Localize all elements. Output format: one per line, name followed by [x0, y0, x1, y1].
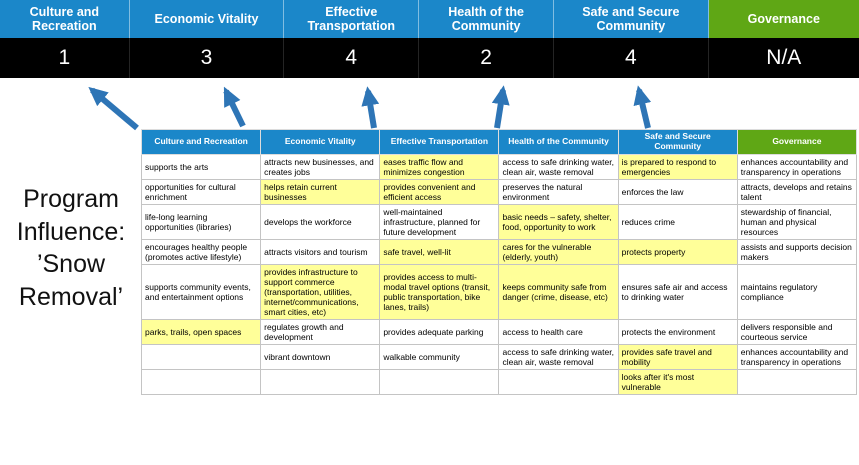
matrix-cell: attracts visitors and tourism — [260, 238, 381, 265]
matrix-cell-highlighted: looks after it's most vulnerable — [617, 368, 738, 395]
category-banner: Culture and Recreation Economic Vitality… — [0, 0, 859, 38]
banner-governance: Governance — [708, 0, 859, 38]
matrix-cell: access to safe drinking water, clean air… — [498, 343, 619, 370]
matrix-cell: supports the arts — [140, 153, 262, 180]
banner-health-of-the-community: Health of the Community — [419, 0, 555, 38]
matrix-cell: enhances accountability and transparency… — [736, 153, 858, 180]
matrix-row: encourages healthy people (promotes acti… — [140, 238, 858, 265]
matrix-cell-highlighted: cares for the vulnerable (elderly, youth… — [498, 238, 619, 265]
matrix-header-effective-transportation: Effective Transportation — [379, 129, 500, 155]
matrix-row: supports community events, and entertain… — [140, 263, 858, 320]
matrix-cell: ensures safe air and access to drinking … — [617, 263, 738, 320]
matrix-cell — [736, 368, 858, 395]
score-effective-transportation: 4 — [284, 38, 420, 78]
matrix-cell-highlighted: parks, trails, open spaces — [140, 318, 262, 345]
matrix-cell: delivers responsible and courteous servi… — [736, 318, 858, 345]
matrix-cell — [498, 368, 619, 395]
matrix-cell-highlighted: provides safe travel and mobility — [617, 343, 738, 370]
score-economic-vitality: 3 — [130, 38, 285, 78]
matrix-row: parks, trails, open spaces regulates grow… — [140, 318, 858, 345]
matrix-cell: provides adequate parking — [379, 318, 500, 345]
matrix-header-governance: Governance — [736, 129, 858, 155]
influence-matrix-table: Culture and Recreation Economic Vitality E… — [140, 129, 858, 395]
matrix-cell: vibrant downtown — [260, 343, 381, 370]
matrix-cell: regulates growth and development — [260, 318, 381, 345]
score-safe-and-secure-community: 4 — [554, 38, 709, 78]
matrix-cell: life-long learning opportunities (librar… — [140, 203, 262, 240]
up-arrow-transportation — [361, 86, 380, 129]
matrix-cell-highlighted: provides convenient and efficient access — [379, 178, 500, 205]
matrix-row: opportunities for cultural enrichment hel… — [140, 178, 858, 205]
matrix-cell: enhances accountability and transparency… — [736, 343, 858, 370]
matrix-cell: encourages healthy people (promotes acti… — [140, 238, 262, 265]
matrix-cell-highlighted: safe travel, well-lit — [379, 238, 500, 265]
matrix-cell-highlighted: provides access to multi-modal travel op… — [379, 263, 500, 320]
banner-economic-vitality: Economic Vitality — [129, 0, 285, 38]
banner-label: Health of the Community — [448, 4, 524, 33]
matrix-cell: develops the workforce — [260, 203, 381, 240]
matrix-cell: maintains regulatory compliance — [736, 263, 858, 320]
matrix-cell: stewardship of financial, human and phys… — [736, 203, 858, 240]
matrix-cell: enforces the law — [617, 178, 738, 205]
matrix-cell-highlighted: helps retain current businesses — [260, 178, 381, 205]
matrix-cell: well-maintained infrastructure, planned … — [379, 203, 500, 240]
up-arrow-culture — [88, 86, 139, 131]
matrix-cell — [379, 368, 500, 395]
matrix-header-safe-and-secure-community: Safe and Secure Community — [617, 129, 738, 155]
up-arrow-health — [491, 85, 510, 129]
matrix-cell: attracts, develops and retains talent — [736, 178, 858, 205]
program-title: Program Influence: ’Snow Removal’ — [2, 183, 140, 313]
matrix-cell — [260, 368, 381, 395]
matrix-cell: access to safe drinking water, clean air… — [498, 153, 619, 180]
matrix-cell-highlighted: basic needs – safety, shelter, food, opp… — [498, 203, 619, 240]
score-health-of-the-community: 2 — [419, 38, 555, 78]
matrix-cell: walkable community — [379, 343, 500, 370]
matrix-header-economic-vitality: Economic Vitality — [260, 129, 381, 155]
matrix-cell: supports community events, and entertain… — [140, 263, 262, 320]
program-title-line2: ’Snow Removal’ — [18, 250, 124, 311]
banner-label: Governance — [747, 11, 820, 26]
score-culture-and-recreation: 1 — [0, 38, 130, 78]
matrix-cell: protects the environment — [617, 318, 738, 345]
score-arrows — [88, 85, 652, 131]
matrix-cell-highlighted: protects property — [617, 238, 738, 265]
up-arrow-safe — [633, 85, 652, 129]
matrix-header-culture-and-recreation: Culture and Recreation — [140, 129, 262, 155]
matrix-row: looks after it's most vulnerable — [140, 368, 858, 395]
up-arrow-economic — [223, 86, 246, 128]
matrix-cell — [140, 343, 262, 370]
matrix-cell: reduces crime — [617, 203, 738, 240]
banner-label: Effective Transportation — [307, 4, 395, 33]
banner-label: Economic Vitality — [154, 11, 259, 26]
banner-safe-and-secure-community: Safe and Secure Community — [554, 0, 709, 38]
banner-culture-and-recreation: Culture and Recreation — [0, 0, 130, 38]
matrix-cell: attracts new businesses, and creates job… — [260, 153, 381, 180]
matrix-cell-highlighted: keeps community safe from danger (crime,… — [498, 263, 619, 320]
program-title-line1: Program Influence: — [16, 185, 126, 246]
banner-label: Culture and Recreation — [29, 4, 100, 33]
matrix-cell: assists and supports decision makers — [736, 238, 858, 265]
matrix-header-health-of-the-community: Health of the Community — [498, 129, 619, 155]
matrix-cell-highlighted: provides infrastructure to support comme… — [260, 263, 381, 320]
matrix-cell: preserves the natural environment — [498, 178, 619, 205]
influence-matrix: Culture and Recreation Economic Vitality E… — [140, 129, 858, 395]
banner-label: Safe and Secure Community — [582, 4, 680, 33]
matrix-cell-highlighted: eases traffic flow and minimizes congest… — [379, 153, 500, 180]
matrix-row: vibrant downtown walkable community access… — [140, 343, 858, 370]
matrix-cell-highlighted: is prepared to respond to emergencies — [617, 153, 738, 180]
matrix-cell: opportunities for cultural enrichment — [140, 178, 262, 205]
score-governance: N/A — [766, 46, 802, 69]
score-row: 1 3 4 2 4 N/A — [0, 38, 859, 78]
matrix-row: life-long learning opportunities (librar… — [140, 203, 858, 240]
matrix-row: supports the arts attracts new businesses… — [140, 153, 858, 180]
matrix-cell — [140, 368, 262, 395]
matrix-cell: access to health care — [498, 318, 619, 345]
banner-effective-transportation: Effective Transportation — [284, 0, 420, 38]
